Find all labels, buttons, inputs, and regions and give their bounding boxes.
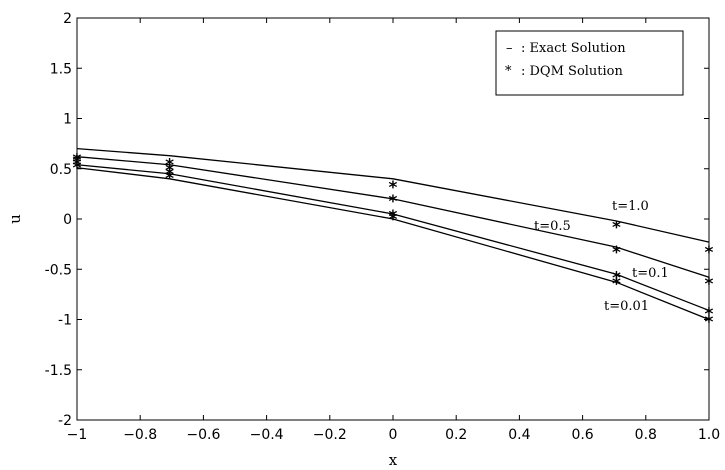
exact-line [76,148,710,243]
dqm-point: * [165,169,174,189]
dqm-point: * [389,178,398,198]
dqm-point: * [705,304,714,324]
x-tick-label: −0.8 [123,427,157,443]
y-tick-label: 2 [63,11,72,27]
dqm-point: * [165,156,174,176]
dqm-point: * [612,243,621,263]
legend-dqm-symbol: * [505,64,512,79]
y-tick-label: 0.5 [50,162,72,178]
x-tick-label: 1.0 [698,427,720,443]
legend-exact-label: : Exact Solution [521,41,626,56]
dqm-point: * [705,274,714,294]
x-tick-label: −1 [67,427,88,443]
x-axis-label: x [389,451,398,469]
axis-ticks: −1 −0.8 −0.6 −0.4 −0.2 0 0.2 0.4 0.6 0.8 1.0 2 1.5 1 0… [45,11,720,443]
legend: – : Exact Solution * : DQM Solution [495,30,684,96]
annotation-t-1-0: t=1.0 [612,199,649,214]
dqm-point: * [389,192,398,212]
legend-box [495,30,684,96]
y-tick-label: -1.5 [45,363,72,379]
y-tick-label: -2 [58,413,72,429]
exact-solution-lines [76,148,710,321]
y-tick-label: 1.5 [50,61,72,77]
dqm-point: * [165,165,174,185]
y-tick-label: -0.5 [45,262,72,278]
dqm-point: * [612,274,621,294]
dqm-point: * [389,210,398,230]
dqm-point: * [612,268,621,288]
dqm-point: * [705,243,714,263]
x-tick-label: 0.4 [508,427,530,443]
dqm-point: * [73,156,82,176]
dqm-point: * [73,153,82,173]
exact-line [76,156,710,278]
dqm-point: * [73,151,82,171]
y-tick-label: 1 [63,112,72,128]
annotation-t-0-01: t=0.01 [604,299,649,314]
y-tick-label: 0 [63,212,72,228]
exact-line [76,164,710,312]
x-tick-label: −0.2 [313,427,347,443]
x-tick-label: 0.6 [571,427,593,443]
dqm-point: * [73,159,82,179]
x-tick-label: 0.2 [445,427,467,443]
annotation-t-0-5: t=0.5 [534,219,571,234]
annotation-t-0-1: t=0.1 [632,266,669,281]
dqm-point: * [389,207,398,227]
x-tick-label: 0 [389,427,398,443]
dqm-point: * [165,161,174,181]
x-tick-label: 0.8 [635,427,657,443]
legend-exact-symbol: – [506,41,513,56]
exact-line [76,167,710,321]
dqm-point: * [612,218,621,238]
dqm-solution-markers: * ***** ***** ********* [73,151,714,333]
y-tick-label: -1 [58,313,72,329]
y-axis-label: u [6,214,24,224]
legend-dqm-label: : DQM Solution [521,64,624,79]
dqm-point: * [705,313,714,333]
x-tick-label: −0.6 [186,427,220,443]
x-tick-label: −0.4 [250,427,284,443]
